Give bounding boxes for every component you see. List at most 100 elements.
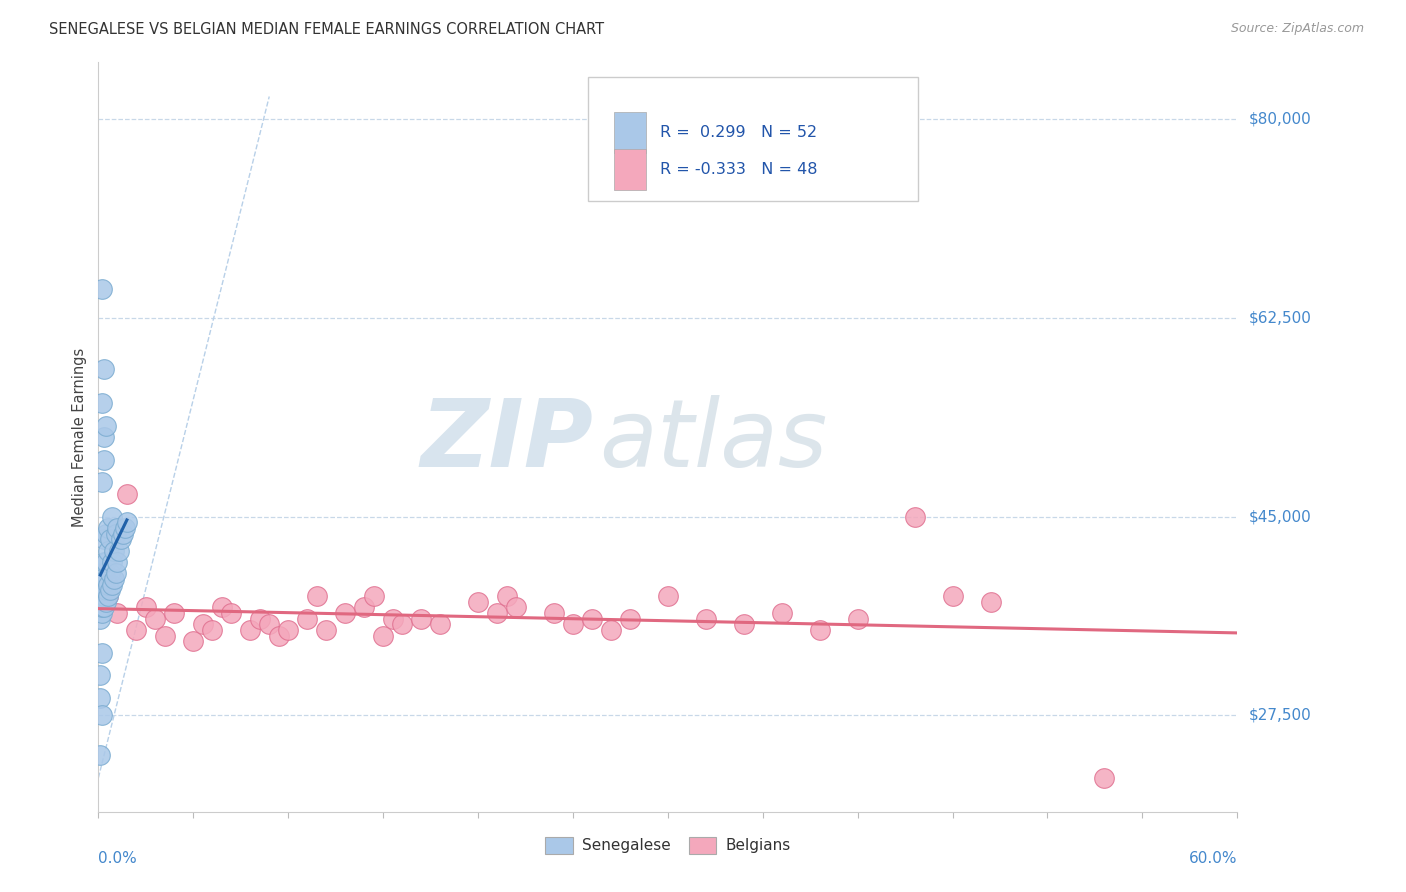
- Point: [125, 623, 148, 637]
- Point: [110, 533, 132, 547]
- Point: [93, 533, 115, 547]
- Point: [259, 617, 281, 632]
- Point: [211, 600, 233, 615]
- Point: [107, 555, 129, 569]
- Point: [93, 555, 115, 569]
- Text: $27,500: $27,500: [1249, 707, 1312, 723]
- Point: [104, 566, 127, 581]
- Y-axis label: Median Female Earnings: Median Female Earnings: [72, 348, 87, 526]
- Point: [100, 577, 122, 591]
- Point: [411, 612, 433, 626]
- Point: [97, 543, 120, 558]
- Text: $62,500: $62,500: [1249, 310, 1312, 326]
- Point: [543, 606, 565, 620]
- Point: [115, 487, 138, 501]
- Point: [91, 600, 114, 615]
- Point: [846, 612, 869, 626]
- Point: [98, 566, 121, 581]
- Point: [221, 606, 243, 620]
- Point: [94, 595, 117, 609]
- Point: [93, 589, 115, 603]
- Text: Source: ZipAtlas.com: Source: ZipAtlas.com: [1230, 22, 1364, 36]
- Point: [505, 600, 527, 615]
- Point: [94, 418, 117, 433]
- Point: [249, 612, 271, 626]
- Point: [486, 606, 509, 620]
- Point: [600, 623, 623, 637]
- Point: [371, 629, 394, 643]
- Point: [495, 589, 517, 603]
- Point: [904, 509, 927, 524]
- Point: [104, 526, 127, 541]
- Point: [145, 612, 167, 626]
- FancyBboxPatch shape: [614, 149, 647, 190]
- Point: [94, 572, 117, 586]
- Point: [103, 572, 125, 586]
- Point: [108, 543, 131, 558]
- FancyBboxPatch shape: [588, 78, 918, 201]
- Point: [201, 623, 224, 637]
- Point: [695, 612, 717, 626]
- Point: [100, 555, 122, 569]
- Point: [89, 668, 111, 682]
- Point: [91, 708, 114, 723]
- Point: [267, 629, 290, 643]
- Point: [89, 612, 111, 626]
- Point: [89, 595, 111, 609]
- Point: [363, 589, 385, 603]
- Point: [100, 509, 122, 524]
- Text: 0.0%: 0.0%: [98, 852, 138, 866]
- Point: [183, 634, 205, 648]
- Point: [391, 617, 413, 632]
- Point: [112, 526, 135, 541]
- Point: [97, 521, 120, 535]
- Point: [107, 606, 129, 620]
- Point: [467, 595, 489, 609]
- Point: [135, 600, 157, 615]
- Point: [93, 577, 115, 591]
- Point: [91, 396, 114, 410]
- Point: [163, 606, 186, 620]
- Point: [657, 589, 679, 603]
- Point: [770, 606, 793, 620]
- FancyBboxPatch shape: [614, 112, 647, 153]
- Point: [297, 612, 319, 626]
- Point: [114, 521, 136, 535]
- Text: R =  0.299   N = 52: R = 0.299 N = 52: [659, 125, 817, 140]
- Point: [91, 606, 114, 620]
- Point: [562, 617, 585, 632]
- Text: $45,000: $45,000: [1249, 509, 1312, 524]
- Point: [89, 747, 111, 762]
- Text: 60.0%: 60.0%: [1189, 852, 1237, 866]
- Point: [91, 577, 114, 591]
- Text: R = -0.333   N = 48: R = -0.333 N = 48: [659, 162, 817, 178]
- Point: [103, 543, 125, 558]
- Text: $80,000: $80,000: [1249, 112, 1312, 127]
- Text: atlas: atlas: [599, 395, 828, 486]
- Point: [1094, 771, 1116, 785]
- Point: [153, 629, 176, 643]
- Point: [97, 589, 120, 603]
- Point: [91, 283, 114, 297]
- Point: [93, 452, 115, 467]
- Point: [191, 617, 214, 632]
- Point: [93, 430, 115, 444]
- Point: [94, 555, 117, 569]
- Point: [97, 589, 120, 603]
- Point: [581, 612, 603, 626]
- Point: [429, 617, 451, 632]
- Point: [91, 646, 114, 660]
- Point: [91, 589, 114, 603]
- Text: SENEGALESE VS BELGIAN MEDIAN FEMALE EARNINGS CORRELATION CHART: SENEGALESE VS BELGIAN MEDIAN FEMALE EARN…: [49, 22, 605, 37]
- Point: [98, 583, 121, 598]
- Point: [808, 623, 831, 637]
- Point: [353, 600, 375, 615]
- Point: [619, 612, 641, 626]
- Point: [107, 521, 129, 535]
- Point: [942, 589, 965, 603]
- Point: [381, 612, 404, 626]
- Legend: Senegalese, Belgians: Senegalese, Belgians: [538, 830, 797, 860]
- Point: [93, 362, 115, 376]
- Point: [89, 691, 111, 706]
- Point: [335, 606, 357, 620]
